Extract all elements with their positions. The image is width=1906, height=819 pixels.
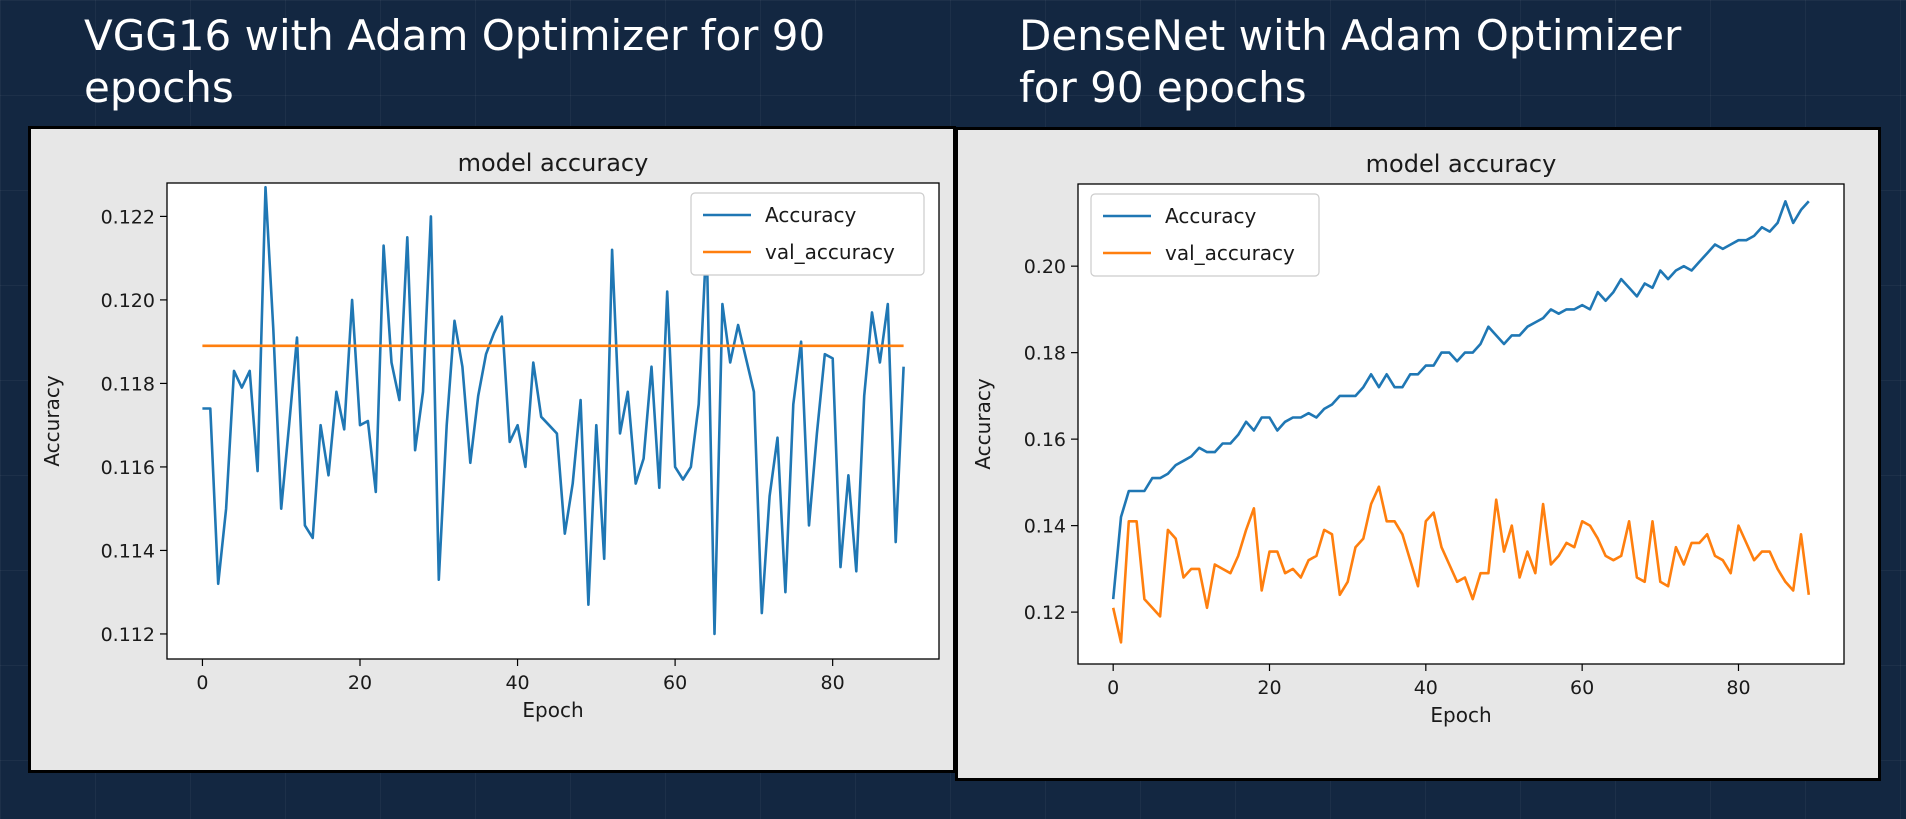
series-line-val-accuracy bbox=[1111, 485, 1811, 644]
y-tick-label: 0.12 bbox=[1024, 602, 1066, 624]
x-tick-label: 60 bbox=[663, 672, 687, 694]
chart-title: model accuracy bbox=[1366, 150, 1557, 178]
x-axis-label: Epoch bbox=[522, 698, 583, 722]
y-axis-label: Accuracy bbox=[40, 375, 64, 466]
densenet-accuracy-plot: model accuracy 0 20 40 60 80 0.12 0.14 0.16 0.18 0… bbox=[971, 150, 1845, 727]
y-tick-label: 0.18 bbox=[1024, 343, 1066, 365]
y-tick-label: 0.14 bbox=[1024, 516, 1066, 538]
x-tick-label: 20 bbox=[1257, 677, 1281, 699]
legend-entry: Accuracy bbox=[1165, 204, 1256, 228]
x-tick-label: 40 bbox=[505, 672, 529, 694]
y-tick-label: 0.112 bbox=[101, 624, 155, 646]
x-tick-label: 80 bbox=[1726, 677, 1750, 699]
x-tick-label: 80 bbox=[821, 672, 845, 694]
left-chart-heading: VGG16 with Adam Optimizer for 90 epochs bbox=[84, 11, 826, 112]
chart-title: model accuracy bbox=[458, 149, 649, 177]
legend-entry: val_accuracy bbox=[765, 240, 895, 264]
x-axis-label: Epoch bbox=[1430, 703, 1491, 727]
series-line-accuracy bbox=[202, 185, 905, 636]
y-axis-label: Accuracy bbox=[971, 378, 995, 469]
vgg16-accuracy-chart: model accuracy 0 20 40 60 80 0.112 0.114 0.116 0.… bbox=[28, 126, 956, 773]
vgg16-accuracy-plot: model accuracy 0 20 40 60 80 0.112 0.114 0.116 0.… bbox=[40, 149, 940, 722]
x-tick-label: 0 bbox=[1107, 677, 1119, 699]
densenet-accuracy-chart: model accuracy 0 20 40 60 80 0.12 0.14 0.16 0.18 0… bbox=[955, 127, 1881, 781]
legend-box bbox=[690, 192, 925, 276]
x-tick-label: 60 bbox=[1570, 677, 1594, 699]
legend-box bbox=[1090, 193, 1320, 277]
y-tick-label: 0.16 bbox=[1024, 429, 1066, 451]
legend: Accuracy val_accuracy bbox=[690, 192, 925, 276]
series-line-accuracy bbox=[1111, 200, 1810, 600]
legend: Accuracy val_accuracy bbox=[1090, 193, 1320, 277]
x-tick-label: 40 bbox=[1414, 677, 1438, 699]
y-tick-label: 0.114 bbox=[101, 540, 155, 562]
x-tick-label: 20 bbox=[348, 672, 372, 694]
x-tick-label: 0 bbox=[196, 672, 208, 694]
y-tick-label: 0.122 bbox=[101, 206, 155, 228]
y-tick-label: 0.116 bbox=[101, 457, 155, 479]
right-chart-heading: DenseNet with Adam Optimizer for 90 epoc… bbox=[1019, 11, 1682, 112]
y-tick-label: 0.20 bbox=[1024, 256, 1066, 278]
y-tick-label: 0.118 bbox=[101, 373, 155, 395]
legend-entry: val_accuracy bbox=[1165, 241, 1295, 265]
y-tick-label: 0.120 bbox=[101, 290, 155, 312]
legend-entry: Accuracy bbox=[765, 203, 856, 227]
